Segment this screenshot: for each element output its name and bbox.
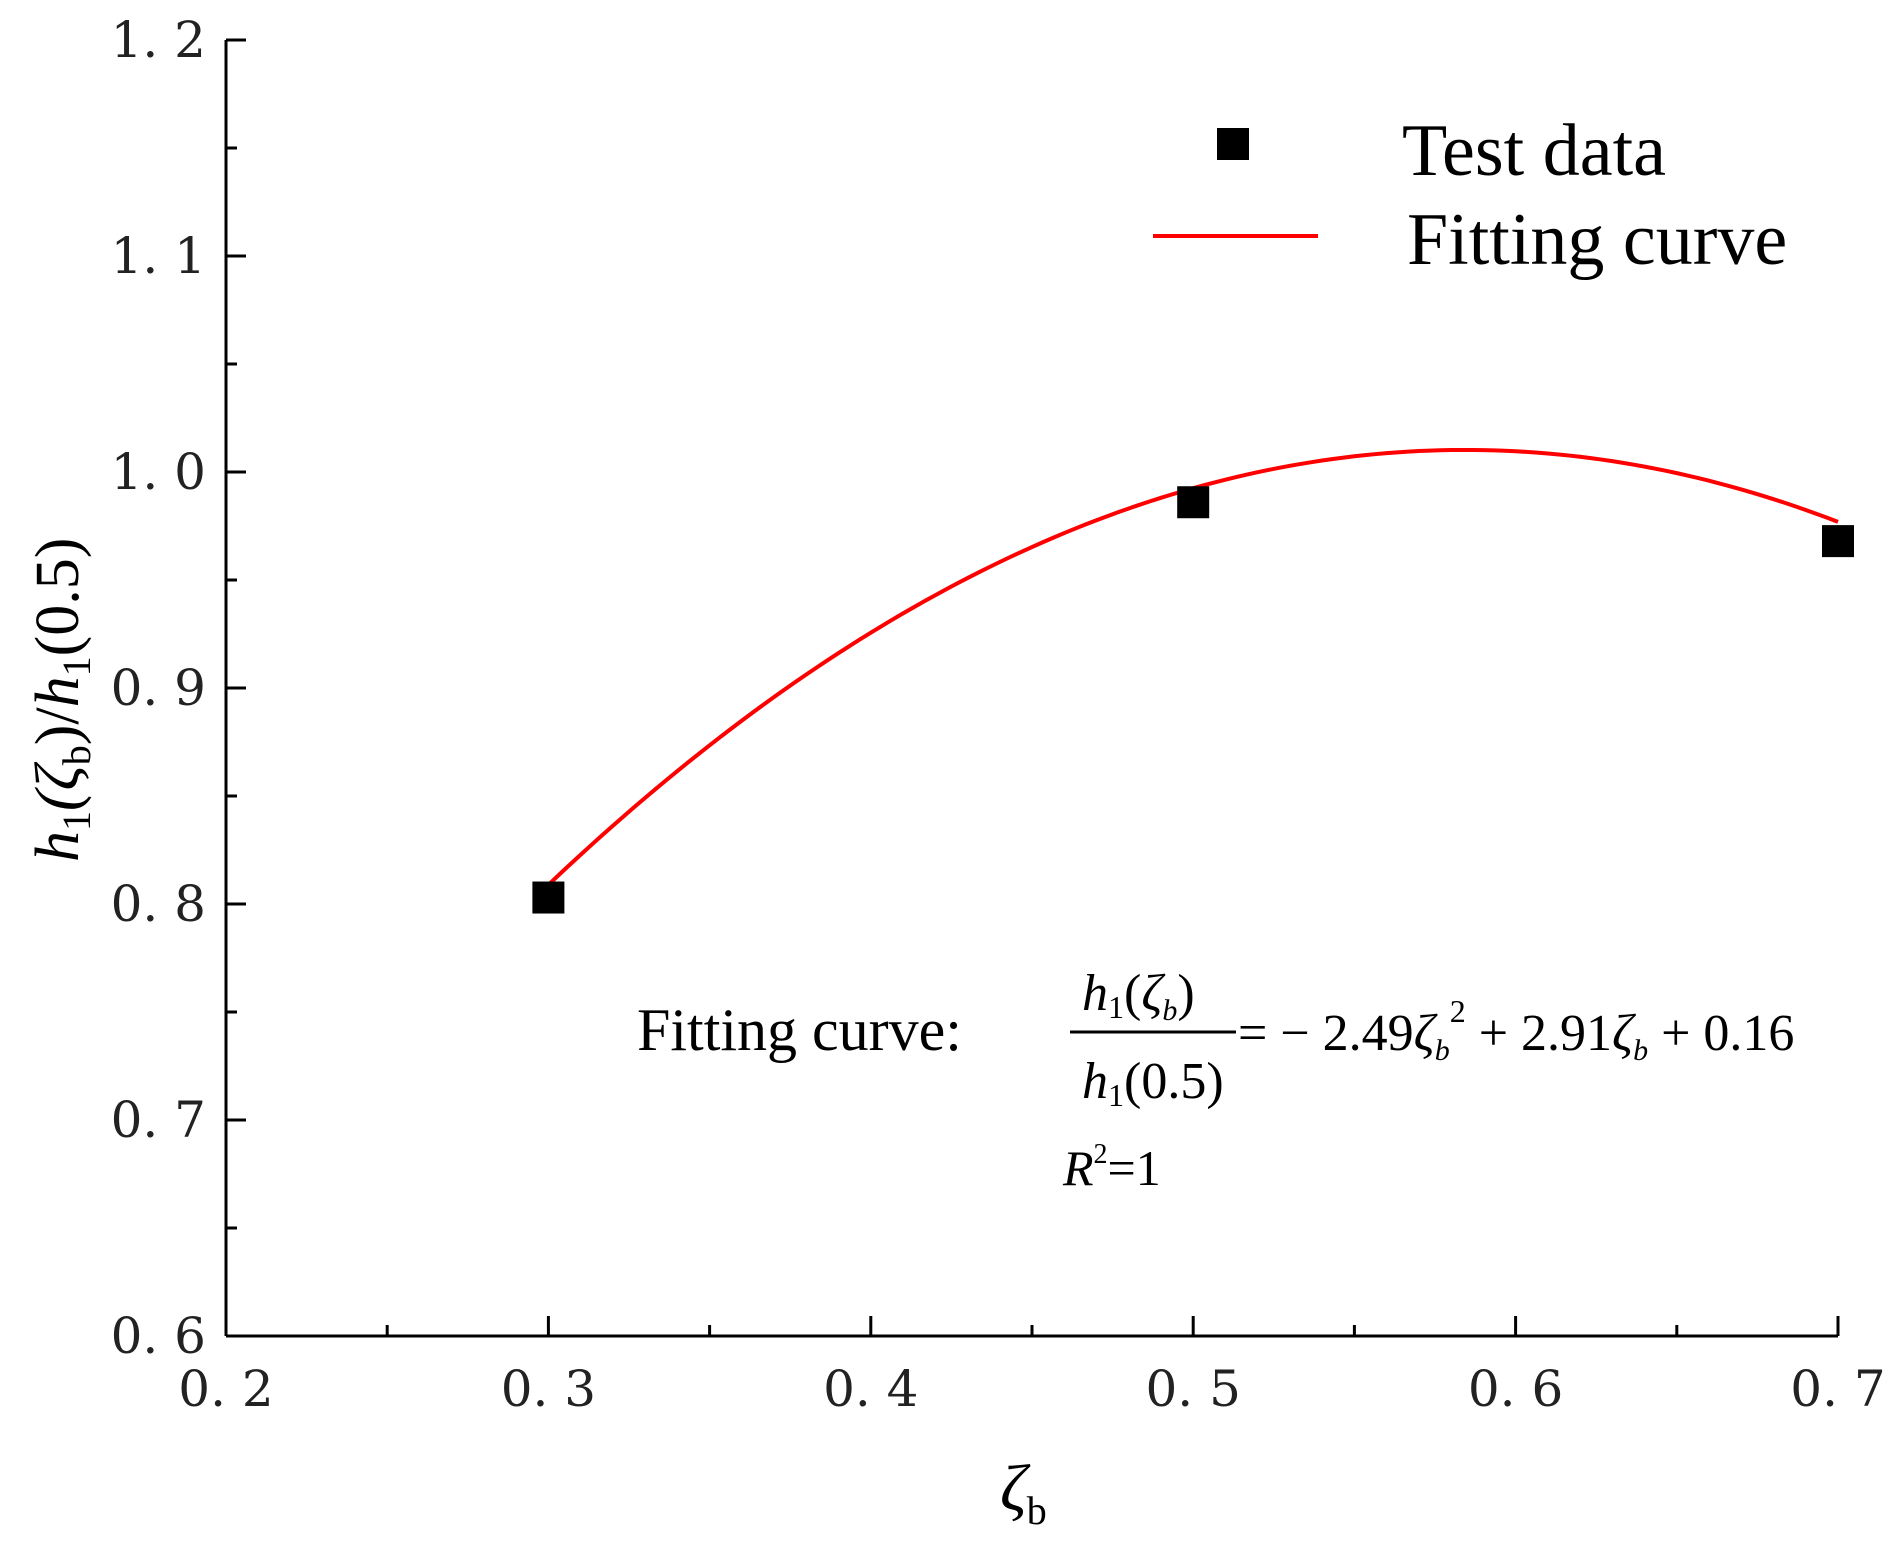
y-tick-label: 0. 7 (111, 1091, 206, 1149)
x-axis-title: ζb (1000, 1452, 1047, 1533)
x-tick-label: 0. 4 (823, 1360, 918, 1418)
r-squared: R2=1 (1062, 1139, 1161, 1196)
test-data-point (1822, 525, 1854, 558)
ticks (224, 38, 1840, 1338)
y-tick-label: 0. 8 (111, 875, 206, 933)
equation-annotation: Fitting curve: h1(ζb) h1(0.5) = − 2.49ζb… (637, 965, 1794, 1196)
x-tick-label: 0. 3 (501, 1360, 596, 1418)
x-tick-label: 0. 5 (1145, 1360, 1240, 1418)
legend: Test data Fitting curve (1153, 110, 1787, 281)
equation-denominator: h1(0.5) (1082, 1053, 1224, 1113)
y-tick-label: 0. 9 (111, 659, 206, 717)
test-data-point (1177, 486, 1210, 519)
x-tick-label: 0. 2 (178, 1360, 273, 1418)
y-tick-label: 1. 0 (111, 443, 206, 501)
tick-labels: 0. 2 0. 3 0. 4 0. 5 0. 6 0. 7 0. 6 0. 7 0. 8 0. 9… (111, 11, 1884, 1418)
equation-prefix: Fitting curve: (637, 997, 962, 1063)
y-tick-label: 0. 6 (111, 1307, 206, 1365)
equation-rhs: = − 2.49ζb2 + 2.91ζb + 0.16 (1238, 993, 1794, 1067)
series-layer (532, 447, 1854, 914)
legend-label-test-data: Test data (1402, 110, 1666, 192)
test-data-point (532, 881, 565, 914)
x-tick-label: 0. 6 (1468, 1360, 1563, 1418)
y-tick-label: 1. 2 (111, 11, 206, 69)
x-tick-label: 0. 7 (1790, 1360, 1884, 1418)
legend-label-fitting-curve: Fitting curve (1407, 199, 1787, 281)
legend-marker-square (1217, 128, 1249, 160)
equation-numerator: h1(ζb) (1082, 965, 1195, 1027)
y-axis-title: h1(ζb)/h1(0.5) (24, 538, 99, 862)
y-tick-label: 1. 1 (111, 227, 206, 285)
